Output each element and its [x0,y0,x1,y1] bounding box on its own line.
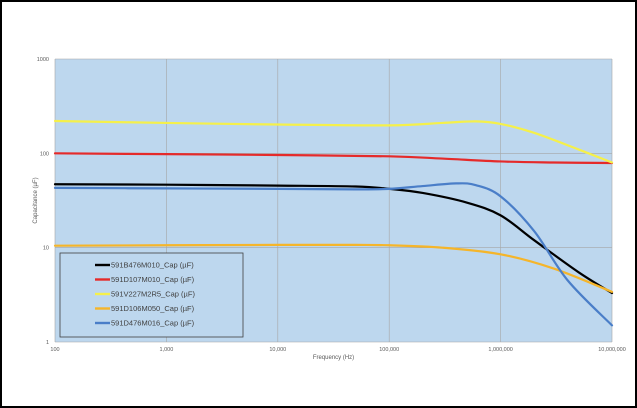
legend-box [59,252,244,338]
y-tick-label: 1000 [37,57,49,63]
y-tick-label: 100 [40,151,49,157]
y-axis-label: Capacitance (µF) [33,177,39,223]
legend-entry-label: 591V227M2R5_Cap (µF) [111,290,195,299]
x-tick-label: 1,000 [160,347,174,353]
legend-entry-label: 591B476M010_Cap (µF) [111,261,194,270]
legend-entry-label: 591D107M010_Cap (µF) [111,275,195,284]
series-line-1 [53,183,614,295]
series-line-5 [53,182,614,327]
legend-entry-label: 591D106M050_Cap (µF) [111,304,195,313]
gridlines [54,58,613,343]
legend: 591B476M010_Cap (µF) 591D107M010_Cap (µF)… [59,252,244,338]
x-tick-label: 100,000 [379,347,399,353]
series-line-2 [53,152,614,165]
series-line-3 [53,119,614,164]
series-lines [53,119,614,327]
y-tick-labels: 1 10 100 1000 [37,57,49,346]
x-tick-labels: 100 1,000 10,000 100,000 1,000,000 10,000,000 [50,347,625,353]
y-tick-label: 10 [43,246,49,252]
x-axis-label: Frequency (Hz) [313,355,354,361]
x-tick-label: 100 [50,347,59,353]
y-tick-label: 1 [46,340,49,346]
x-tick-label: 10,000 [269,347,286,353]
x-tick-label: 1,000,000 [488,347,512,353]
x-tick-label: 10,000,000 [598,347,626,353]
legend-entry-label: 591D476M016_Cap (µF) [111,319,195,328]
series-line-4 [53,243,614,293]
